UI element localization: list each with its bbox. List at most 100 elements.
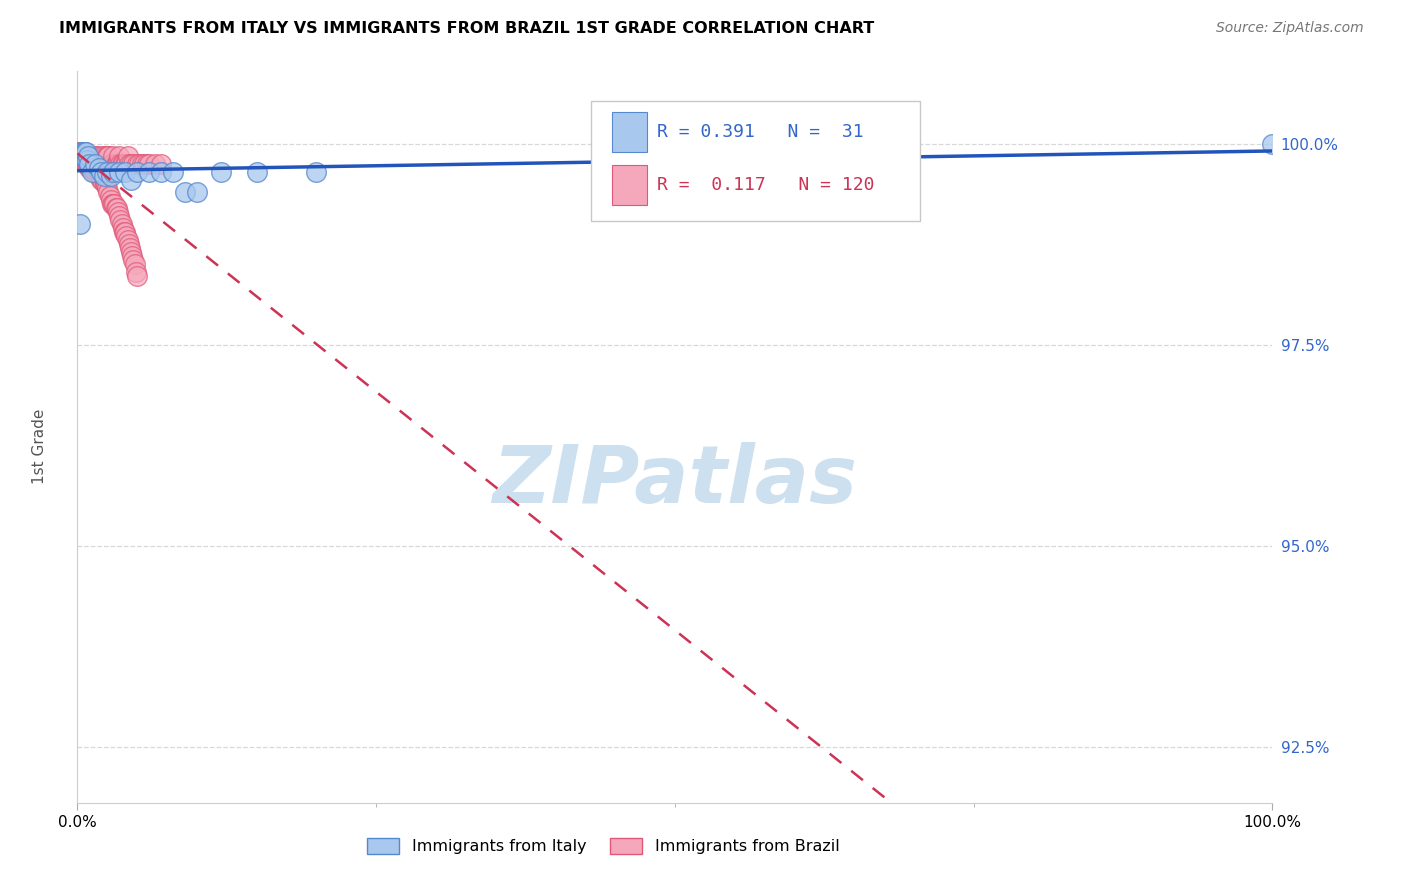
Point xyxy=(100,193,122,207)
Bar xyxy=(612,165,647,205)
Point xyxy=(125,265,148,279)
Point xyxy=(98,189,121,203)
Point xyxy=(104,157,127,171)
Point xyxy=(114,225,136,239)
Point xyxy=(76,153,98,167)
Point xyxy=(70,153,93,167)
Point xyxy=(117,233,139,247)
Point xyxy=(70,145,93,159)
Point xyxy=(79,149,101,163)
Point xyxy=(70,149,93,163)
Point xyxy=(186,185,208,199)
Point xyxy=(115,229,138,244)
Point xyxy=(69,217,91,231)
Point xyxy=(134,157,156,171)
Point xyxy=(67,149,90,163)
Point xyxy=(73,145,96,159)
Point xyxy=(96,165,118,179)
Point xyxy=(122,157,145,171)
Point xyxy=(75,145,97,159)
Point xyxy=(91,173,114,187)
Point xyxy=(96,149,118,163)
Point xyxy=(105,157,128,171)
Point xyxy=(84,157,107,171)
Point xyxy=(72,149,94,163)
Point xyxy=(70,149,93,163)
Point xyxy=(70,145,93,159)
Point xyxy=(90,149,112,163)
Text: R =  0.117   N = 120: R = 0.117 N = 120 xyxy=(657,176,875,194)
Point xyxy=(67,145,90,159)
Point xyxy=(115,157,138,171)
Point xyxy=(93,149,115,163)
Point xyxy=(72,149,94,163)
Point xyxy=(118,237,141,252)
Point xyxy=(107,205,129,219)
Point xyxy=(112,225,135,239)
Text: R = 0.391   N =  31: R = 0.391 N = 31 xyxy=(657,123,863,141)
Point xyxy=(110,157,132,171)
Point xyxy=(93,173,115,187)
Point xyxy=(143,157,166,171)
Point xyxy=(80,161,103,175)
Point xyxy=(72,149,94,163)
Point xyxy=(80,165,103,179)
Point xyxy=(124,257,146,271)
Point xyxy=(104,201,127,215)
Point xyxy=(69,149,91,163)
Point xyxy=(108,209,131,223)
Point xyxy=(84,149,107,163)
Point xyxy=(73,145,96,159)
Point xyxy=(103,157,124,171)
Point xyxy=(103,149,124,163)
Point xyxy=(70,149,93,163)
Point xyxy=(69,149,91,163)
Point xyxy=(79,149,101,163)
Point xyxy=(90,165,112,179)
Point xyxy=(83,153,105,167)
Point xyxy=(117,149,139,163)
Point xyxy=(114,157,136,171)
Point xyxy=(135,157,157,171)
Point xyxy=(103,197,124,211)
Legend: Immigrants from Italy, Immigrants from Brazil: Immigrants from Italy, Immigrants from B… xyxy=(360,831,846,861)
Point xyxy=(94,177,117,191)
Point xyxy=(87,169,110,183)
Point xyxy=(96,181,118,195)
Point xyxy=(121,249,143,263)
Point xyxy=(150,165,173,179)
Point xyxy=(79,149,101,163)
Point xyxy=(111,221,134,235)
Point xyxy=(83,165,105,179)
Point xyxy=(100,157,122,171)
Point xyxy=(1261,136,1284,151)
Point xyxy=(162,165,184,179)
Point xyxy=(79,157,101,171)
Point xyxy=(97,185,120,199)
Point xyxy=(120,173,142,187)
Point xyxy=(87,161,110,175)
Point xyxy=(111,157,134,171)
Point xyxy=(77,149,100,163)
Point xyxy=(86,165,108,179)
Point xyxy=(73,153,96,167)
Point xyxy=(73,149,96,163)
Point xyxy=(72,149,94,163)
Point xyxy=(93,157,115,171)
Point xyxy=(90,173,112,187)
Point xyxy=(75,149,97,163)
Point xyxy=(70,153,93,167)
Text: Source: ZipAtlas.com: Source: ZipAtlas.com xyxy=(1216,21,1364,36)
Point xyxy=(73,149,96,163)
FancyBboxPatch shape xyxy=(592,101,920,221)
Point xyxy=(110,217,132,231)
Point xyxy=(70,149,93,163)
Point xyxy=(94,157,117,171)
Point xyxy=(100,169,122,183)
Point xyxy=(90,157,112,171)
Point xyxy=(128,157,150,171)
Point xyxy=(246,165,269,179)
Point xyxy=(79,161,101,175)
Point xyxy=(103,165,124,179)
Point xyxy=(75,149,97,163)
